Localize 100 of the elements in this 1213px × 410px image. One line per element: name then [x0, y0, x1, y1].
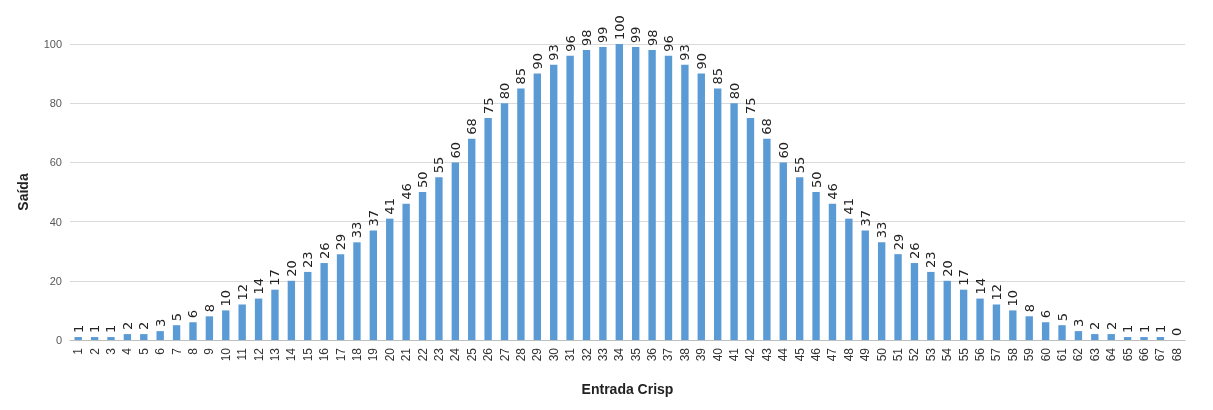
x-tick-label: 9	[202, 347, 217, 355]
bar	[517, 88, 525, 340]
x-tick-label: 32	[579, 347, 594, 362]
bar	[681, 64, 689, 340]
data-label: 33	[874, 221, 890, 239]
bar	[304, 271, 312, 340]
x-tick-label: 41	[727, 347, 742, 362]
x-tick-label: 28	[513, 347, 528, 362]
y-axis-title: Saída	[15, 173, 31, 211]
data-label: 68	[464, 118, 480, 135]
data-label: 29	[890, 233, 906, 251]
bar	[1041, 322, 1050, 340]
bar	[1091, 334, 1099, 340]
data-label: 12	[234, 283, 250, 301]
x-tick-label: 61	[1055, 347, 1070, 362]
x-tick-label: 34	[612, 347, 627, 362]
x-tick-label: 21	[399, 347, 414, 362]
x-tick-label: 64	[1104, 347, 1119, 362]
x-tick-label: 25	[464, 347, 479, 362]
y-tick-label: 40	[49, 215, 62, 228]
x-tick-label: 18	[349, 347, 364, 362]
data-label: 85	[710, 67, 726, 85]
data-label: 50	[415, 171, 431, 188]
data-label: 1	[87, 324, 103, 334]
bar	[254, 298, 263, 340]
data-label: 96	[562, 35, 578, 52]
x-tick-label: 10	[218, 347, 233, 362]
data-label: 98	[644, 29, 660, 46]
x-tick-label: 53	[923, 347, 938, 362]
data-label: 37	[365, 209, 381, 227]
x-tick-label: 62	[1071, 347, 1086, 362]
y-tick-label: 0	[55, 334, 62, 346]
x-tick-label: 59	[1022, 347, 1037, 362]
data-label: 17	[956, 269, 972, 286]
bar	[500, 103, 509, 340]
bar	[533, 73, 542, 340]
x-tick-label: 55	[956, 347, 971, 362]
data-label: 55	[792, 156, 808, 174]
data-label: 5	[1054, 312, 1070, 322]
data-label: 68	[759, 118, 775, 135]
x-tick-label: 14	[284, 347, 299, 362]
x-tick-label: 40	[710, 347, 725, 362]
bar	[713, 88, 722, 340]
bar	[386, 218, 394, 340]
data-label: 20	[283, 260, 299, 277]
data-label: 5	[169, 312, 185, 322]
x-tick-label: 1	[71, 347, 86, 355]
bar	[107, 337, 115, 340]
data-label: 1	[1120, 324, 1136, 334]
data-label: 17	[267, 269, 283, 286]
bar	[845, 218, 853, 340]
data-label: 12	[988, 283, 1004, 301]
bar	[648, 49, 656, 340]
data-label: 10	[218, 289, 234, 307]
data-label: 2	[119, 321, 135, 331]
x-tick-label: 38	[677, 347, 692, 362]
x-tick-label: 37	[661, 347, 676, 362]
bar	[1140, 337, 1148, 340]
x-tick-label: 33	[595, 347, 610, 362]
data-label: 90	[693, 53, 709, 70]
bar	[763, 138, 771, 340]
data-label: 80	[497, 82, 513, 100]
x-tick-label: 24	[448, 347, 463, 362]
bar	[451, 162, 460, 340]
data-label: 98	[579, 29, 595, 46]
data-label: 55	[431, 156, 447, 174]
data-label: 6	[1038, 309, 1054, 319]
x-tick-label: 52	[907, 347, 922, 362]
data-label: 0	[1169, 327, 1185, 336]
bar	[418, 192, 427, 340]
data-label: 75	[480, 97, 496, 114]
data-label: 93	[546, 44, 562, 61]
y-tick-label: 80	[49, 97, 62, 110]
data-label: 75	[742, 97, 758, 114]
data-label: 8	[201, 304, 217, 313]
data-label: 99	[595, 26, 611, 43]
data-label: 14	[251, 278, 267, 295]
data-label: 23	[923, 251, 939, 268]
bar	[697, 73, 705, 340]
data-label: 85	[513, 67, 529, 85]
y-tick-label: 100	[43, 38, 62, 50]
x-tick-label: 8	[185, 347, 200, 355]
bar	[435, 177, 443, 340]
bar	[468, 138, 476, 340]
bar	[172, 325, 181, 340]
bar	[369, 230, 378, 340]
x-tick-label: 35	[628, 347, 643, 362]
bar	[74, 337, 82, 340]
data-label: 29	[333, 233, 349, 251]
x-tick-label: 63	[1087, 347, 1102, 362]
bar	[943, 280, 951, 340]
data-label: 60	[775, 141, 791, 159]
data-label: 2	[1103, 321, 1119, 331]
x-tick-label: 44	[776, 347, 791, 362]
x-tick-label: 7	[169, 347, 184, 355]
bar	[992, 304, 1001, 340]
bar	[927, 271, 935, 340]
bar	[910, 263, 919, 340]
bar	[828, 203, 837, 340]
bar	[877, 242, 886, 340]
